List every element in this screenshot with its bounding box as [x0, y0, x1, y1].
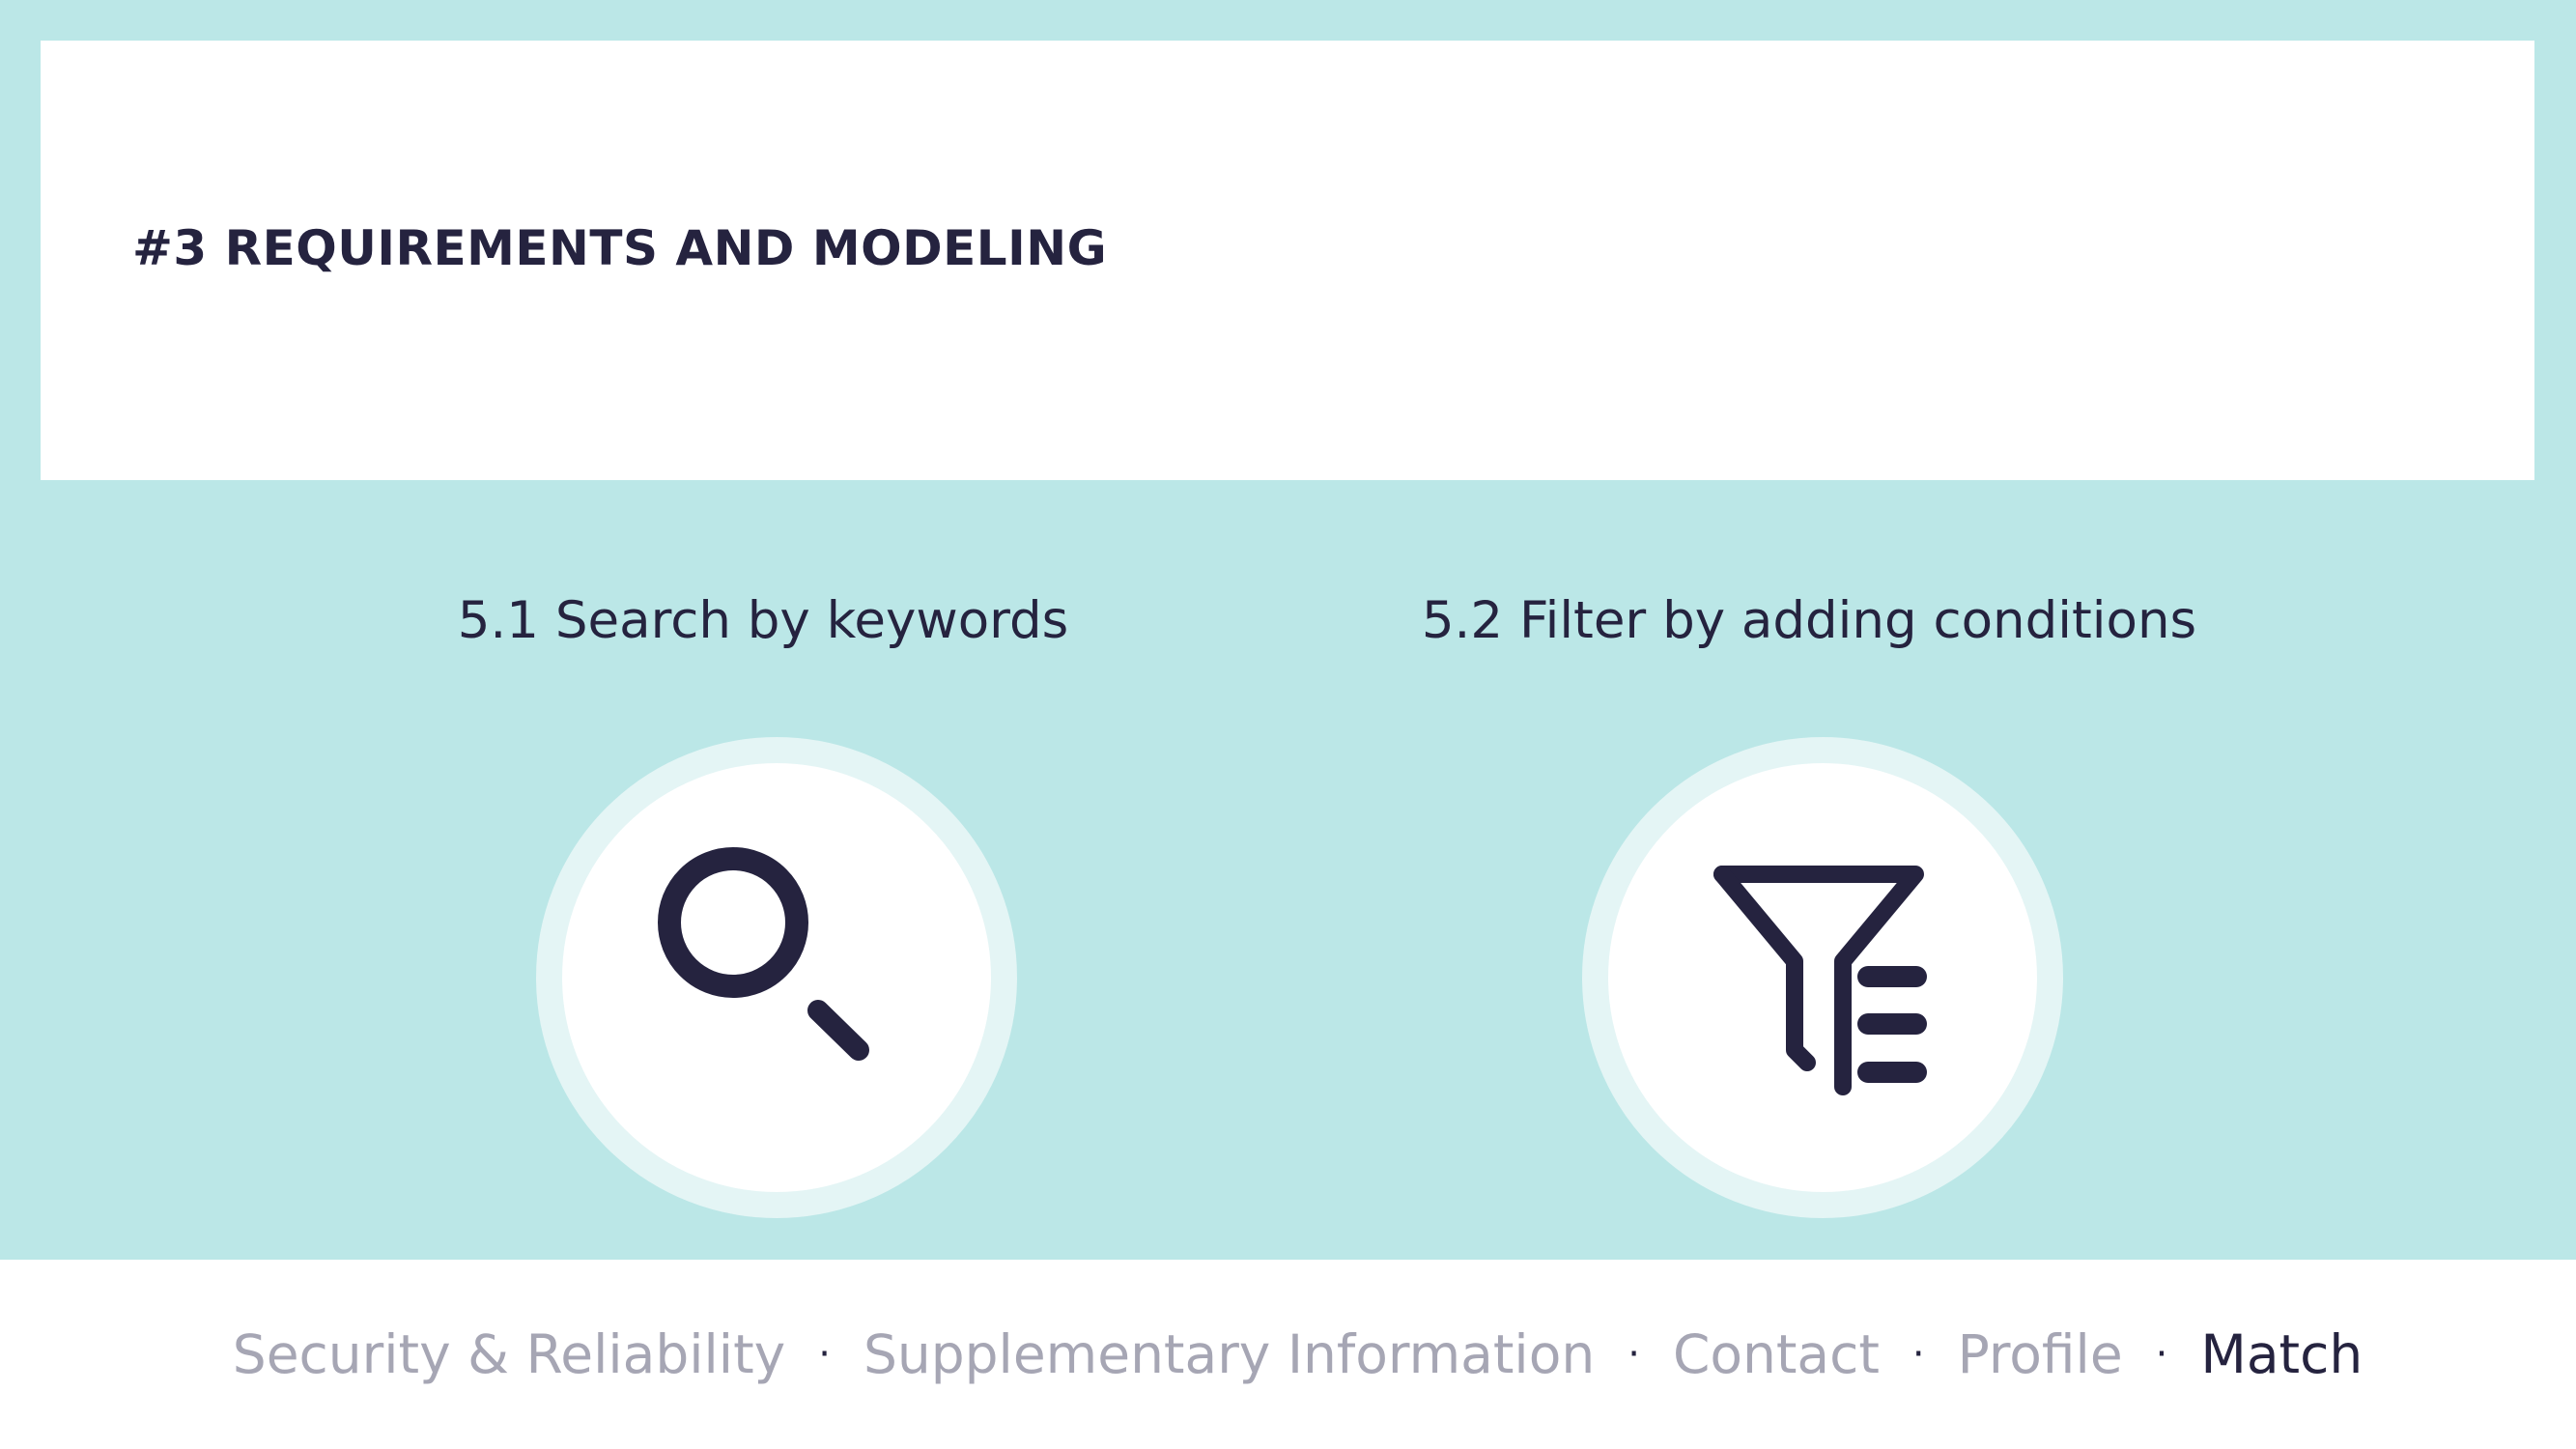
filter-list-icon — [1713, 866, 1927, 1095]
nav-item-supplementary-information[interactable]: Supplementary Information — [863, 1323, 1596, 1385]
nav-separator: · — [2155, 1332, 2168, 1377]
feature-title-search: 5.1 Search by keywords — [457, 591, 1069, 650]
footer-nav-bar: Security & Reliability · Supplementary I… — [0, 1260, 2576, 1449]
header-card — [41, 41, 2534, 480]
section-nav: Security & Reliability · Supplementary I… — [0, 1260, 2576, 1449]
feature-search: 5.1 Search by keywords — [280, 580, 1246, 663]
nav-item-security-reliability[interactable]: Security & Reliability — [232, 1323, 786, 1385]
feature-filter: 5.2 Filter by adding conditions — [1326, 580, 2292, 663]
nav-item-profile[interactable]: Profile — [1957, 1323, 2123, 1385]
search-icon-circle — [536, 737, 1017, 1218]
nav-item-match[interactable]: Match — [2200, 1323, 2364, 1385]
filter-icon-circle — [1582, 737, 2063, 1218]
nav-separator: · — [818, 1332, 831, 1377]
nav-item-contact[interactable]: Contact — [1672, 1323, 1880, 1385]
nav-separator: · — [1628, 1332, 1640, 1377]
nav-separator: · — [1911, 1332, 1925, 1377]
feature-title-filter: 5.2 Filter by adding conditions — [1421, 591, 2197, 650]
search-icon — [658, 847, 869, 1061]
page-title: #3 REQUIREMENTS AND MODELING — [132, 220, 1108, 276]
